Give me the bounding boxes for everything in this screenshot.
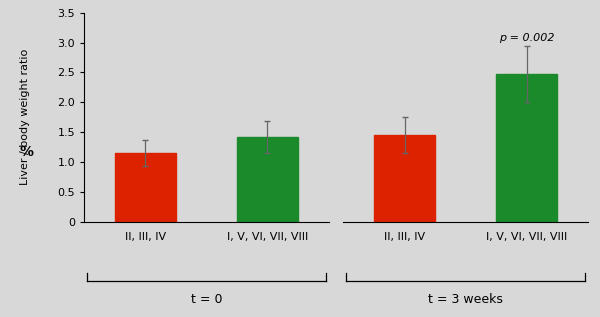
Bar (374, 135, 435, 222)
Text: t = 0: t = 0 (191, 293, 222, 306)
Bar (115, 153, 176, 222)
Bar (496, 74, 557, 222)
Y-axis label: Liver / body weight ratio: Liver / body weight ratio (20, 49, 30, 185)
Text: p = 0.002: p = 0.002 (499, 33, 554, 43)
Bar (237, 137, 298, 222)
Text: t = 3 weeks: t = 3 weeks (428, 293, 503, 306)
Text: %: % (20, 145, 34, 159)
